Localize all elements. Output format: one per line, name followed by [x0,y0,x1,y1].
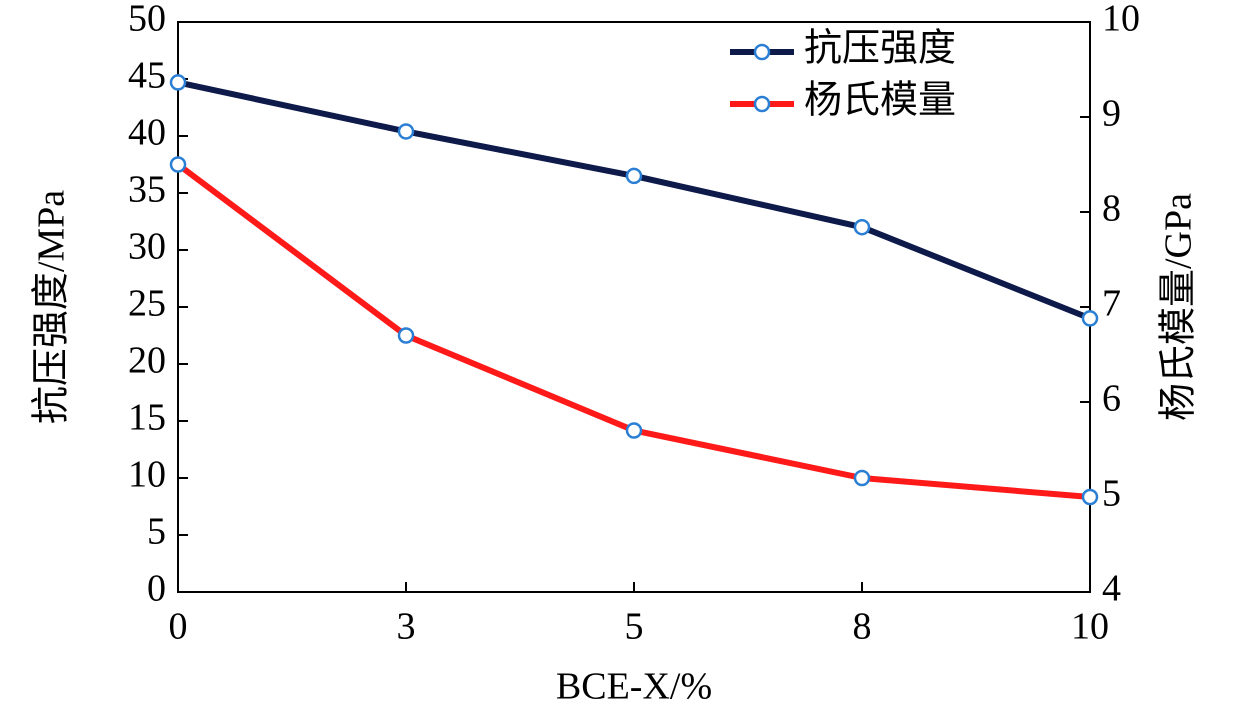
y-tick-label: 45 [128,55,166,97]
x-tick-label: 5 [625,606,644,648]
data-point [853,469,871,487]
y2-axis-title: 杨氏模量/GPa [1158,193,1200,421]
series-line [176,162,1091,500]
x-tick-label: 0 [169,606,188,648]
y2-tick-label: 4 [1102,568,1121,610]
x-tick-label: 10 [1071,606,1109,648]
data-point [1081,488,1099,506]
x-axis-title: BCE-X/% [556,666,712,708]
y-tick-label: 50 [128,0,166,40]
y-tick-label: 20 [128,340,166,382]
y2-tick-label: 8 [1102,188,1121,230]
data-point [169,74,187,91]
y2-tick-label: 9 [1102,93,1121,135]
data-point [853,218,871,236]
y-tick-label: 30 [128,226,166,268]
legend-marker [753,43,771,61]
y2-tick-label: 6 [1102,378,1121,420]
y-axis-title: 抗压强度/MPa [31,190,73,424]
y-tick-label: 35 [128,169,166,211]
y-tick-label: 25 [128,283,166,325]
y-tick-label: 15 [128,397,166,439]
y2-tick-label: 10 [1102,0,1140,40]
x-tick-label: 8 [853,606,872,648]
y-tick-label: 40 [128,112,166,154]
x-tick-label: 3 [397,606,416,648]
y-tick-label: 5 [147,511,166,553]
y2-tick-label: 5 [1102,473,1121,515]
data-point [625,167,643,185]
data-point [169,156,187,173]
y-tick-label: 10 [128,454,166,496]
data-point [397,327,415,344]
legend-label: 抗压强度 [804,28,956,70]
data-point [1081,310,1099,327]
legend-marker [753,95,771,113]
legend-label: 杨氏模量 [804,80,956,122]
y2-tick-label: 7 [1102,283,1121,325]
y-tick-label: 0 [147,568,166,610]
data-point [397,123,415,140]
data-point [625,422,643,439]
